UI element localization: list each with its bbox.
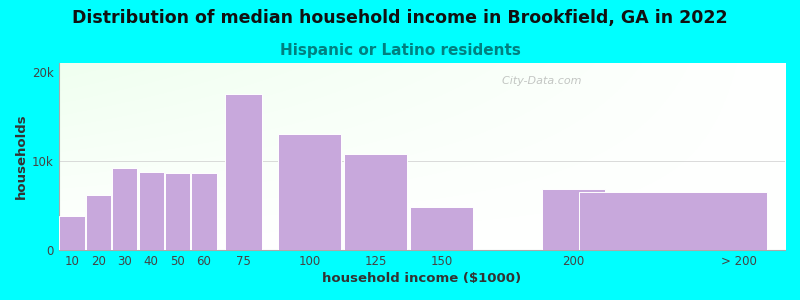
Bar xyxy=(165,172,190,250)
Bar xyxy=(138,172,164,250)
Bar xyxy=(578,192,767,250)
Bar xyxy=(410,207,473,250)
Bar xyxy=(112,168,138,250)
Bar xyxy=(278,134,341,250)
Text: Hispanic or Latino residents: Hispanic or Latino residents xyxy=(279,44,521,59)
Bar xyxy=(542,189,605,250)
Bar xyxy=(59,216,85,250)
Y-axis label: households: households xyxy=(15,114,28,199)
X-axis label: household income ($1000): household income ($1000) xyxy=(322,272,522,285)
Bar xyxy=(225,94,262,250)
Bar xyxy=(86,195,111,250)
Bar xyxy=(191,173,217,250)
Text: City-Data.com: City-Data.com xyxy=(494,76,581,86)
Bar xyxy=(344,154,407,250)
Text: Distribution of median household income in Brookfield, GA in 2022: Distribution of median household income … xyxy=(72,9,728,27)
